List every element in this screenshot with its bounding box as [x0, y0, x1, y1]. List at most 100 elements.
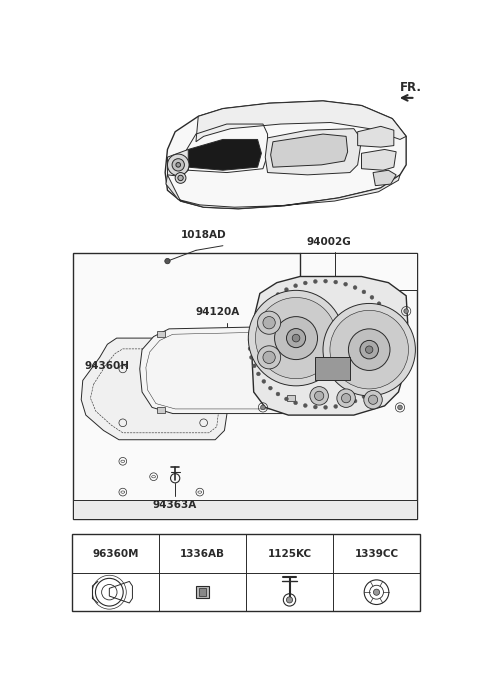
- Polygon shape: [73, 500, 417, 519]
- Circle shape: [353, 286, 357, 289]
- Text: 96360M: 96360M: [92, 549, 139, 559]
- Text: 94363A: 94363A: [152, 500, 196, 510]
- Polygon shape: [252, 276, 408, 415]
- Text: 1018AD: 1018AD: [180, 230, 226, 240]
- Bar: [287, 343, 295, 349]
- Text: 94120A: 94120A: [196, 307, 240, 317]
- Circle shape: [394, 351, 397, 355]
- Polygon shape: [315, 357, 350, 381]
- Text: 1336AB: 1336AB: [180, 549, 225, 559]
- Circle shape: [294, 401, 298, 405]
- Circle shape: [168, 154, 189, 176]
- Circle shape: [362, 290, 366, 294]
- Circle shape: [252, 364, 256, 368]
- Bar: [287, 395, 295, 401]
- Text: 94002G: 94002G: [306, 237, 351, 247]
- Polygon shape: [358, 126, 394, 147]
- Circle shape: [391, 325, 395, 329]
- Circle shape: [287, 597, 293, 603]
- Circle shape: [344, 402, 348, 406]
- Circle shape: [314, 391, 324, 400]
- Circle shape: [334, 405, 337, 408]
- Circle shape: [373, 589, 380, 595]
- Circle shape: [348, 329, 390, 370]
- Text: 94360H: 94360H: [84, 361, 129, 371]
- Circle shape: [344, 282, 348, 286]
- Circle shape: [303, 281, 307, 285]
- Circle shape: [383, 309, 387, 313]
- Polygon shape: [168, 150, 188, 176]
- Polygon shape: [196, 101, 406, 141]
- Circle shape: [377, 302, 381, 306]
- Circle shape: [310, 386, 328, 405]
- Polygon shape: [81, 338, 230, 440]
- Circle shape: [323, 304, 415, 396]
- Circle shape: [262, 379, 266, 384]
- Circle shape: [337, 389, 355, 407]
- Circle shape: [313, 405, 317, 409]
- Circle shape: [383, 376, 387, 379]
- Circle shape: [292, 335, 300, 342]
- Circle shape: [268, 298, 272, 302]
- Polygon shape: [166, 175, 400, 209]
- Circle shape: [404, 309, 408, 314]
- Bar: [157, 407, 165, 413]
- Circle shape: [394, 342, 398, 346]
- Bar: [157, 331, 165, 337]
- Polygon shape: [188, 139, 262, 170]
- Circle shape: [178, 175, 183, 181]
- Circle shape: [388, 368, 392, 372]
- Circle shape: [313, 279, 317, 284]
- Polygon shape: [361, 150, 396, 170]
- Circle shape: [341, 393, 351, 402]
- Circle shape: [324, 279, 327, 283]
- Circle shape: [377, 383, 381, 387]
- Circle shape: [262, 305, 266, 309]
- Polygon shape: [265, 129, 361, 175]
- Circle shape: [248, 346, 252, 351]
- Circle shape: [364, 391, 382, 409]
- Circle shape: [353, 399, 357, 403]
- Text: FR.: FR.: [400, 81, 422, 94]
- Bar: [199, 588, 206, 596]
- Circle shape: [285, 288, 288, 291]
- Circle shape: [303, 404, 307, 407]
- Circle shape: [324, 405, 327, 409]
- Circle shape: [258, 311, 281, 335]
- Circle shape: [398, 405, 402, 409]
- Circle shape: [261, 405, 265, 409]
- Circle shape: [250, 356, 253, 359]
- Circle shape: [263, 316, 275, 329]
- Circle shape: [268, 386, 272, 390]
- Circle shape: [276, 392, 280, 396]
- Text: 1125KC: 1125KC: [267, 549, 312, 559]
- Circle shape: [276, 293, 280, 296]
- Circle shape: [248, 290, 344, 386]
- Circle shape: [258, 346, 281, 369]
- Circle shape: [334, 280, 337, 284]
- Circle shape: [388, 316, 392, 321]
- Polygon shape: [373, 170, 396, 186]
- Polygon shape: [300, 253, 417, 290]
- Circle shape: [252, 321, 256, 325]
- Circle shape: [172, 159, 184, 171]
- Circle shape: [370, 295, 374, 300]
- Circle shape: [365, 346, 373, 354]
- Text: 1339CC: 1339CC: [354, 549, 398, 559]
- Circle shape: [275, 316, 318, 360]
- Circle shape: [256, 313, 260, 316]
- Circle shape: [330, 310, 408, 389]
- Circle shape: [175, 173, 186, 183]
- Circle shape: [250, 329, 253, 333]
- Circle shape: [176, 162, 180, 167]
- Circle shape: [369, 395, 378, 405]
- Circle shape: [294, 284, 298, 288]
- Polygon shape: [271, 134, 348, 167]
- Circle shape: [287, 328, 306, 348]
- Circle shape: [360, 340, 378, 359]
- Circle shape: [362, 395, 366, 398]
- Circle shape: [256, 372, 260, 376]
- Bar: [72, 535, 420, 612]
- Circle shape: [285, 397, 288, 401]
- Polygon shape: [165, 101, 406, 209]
